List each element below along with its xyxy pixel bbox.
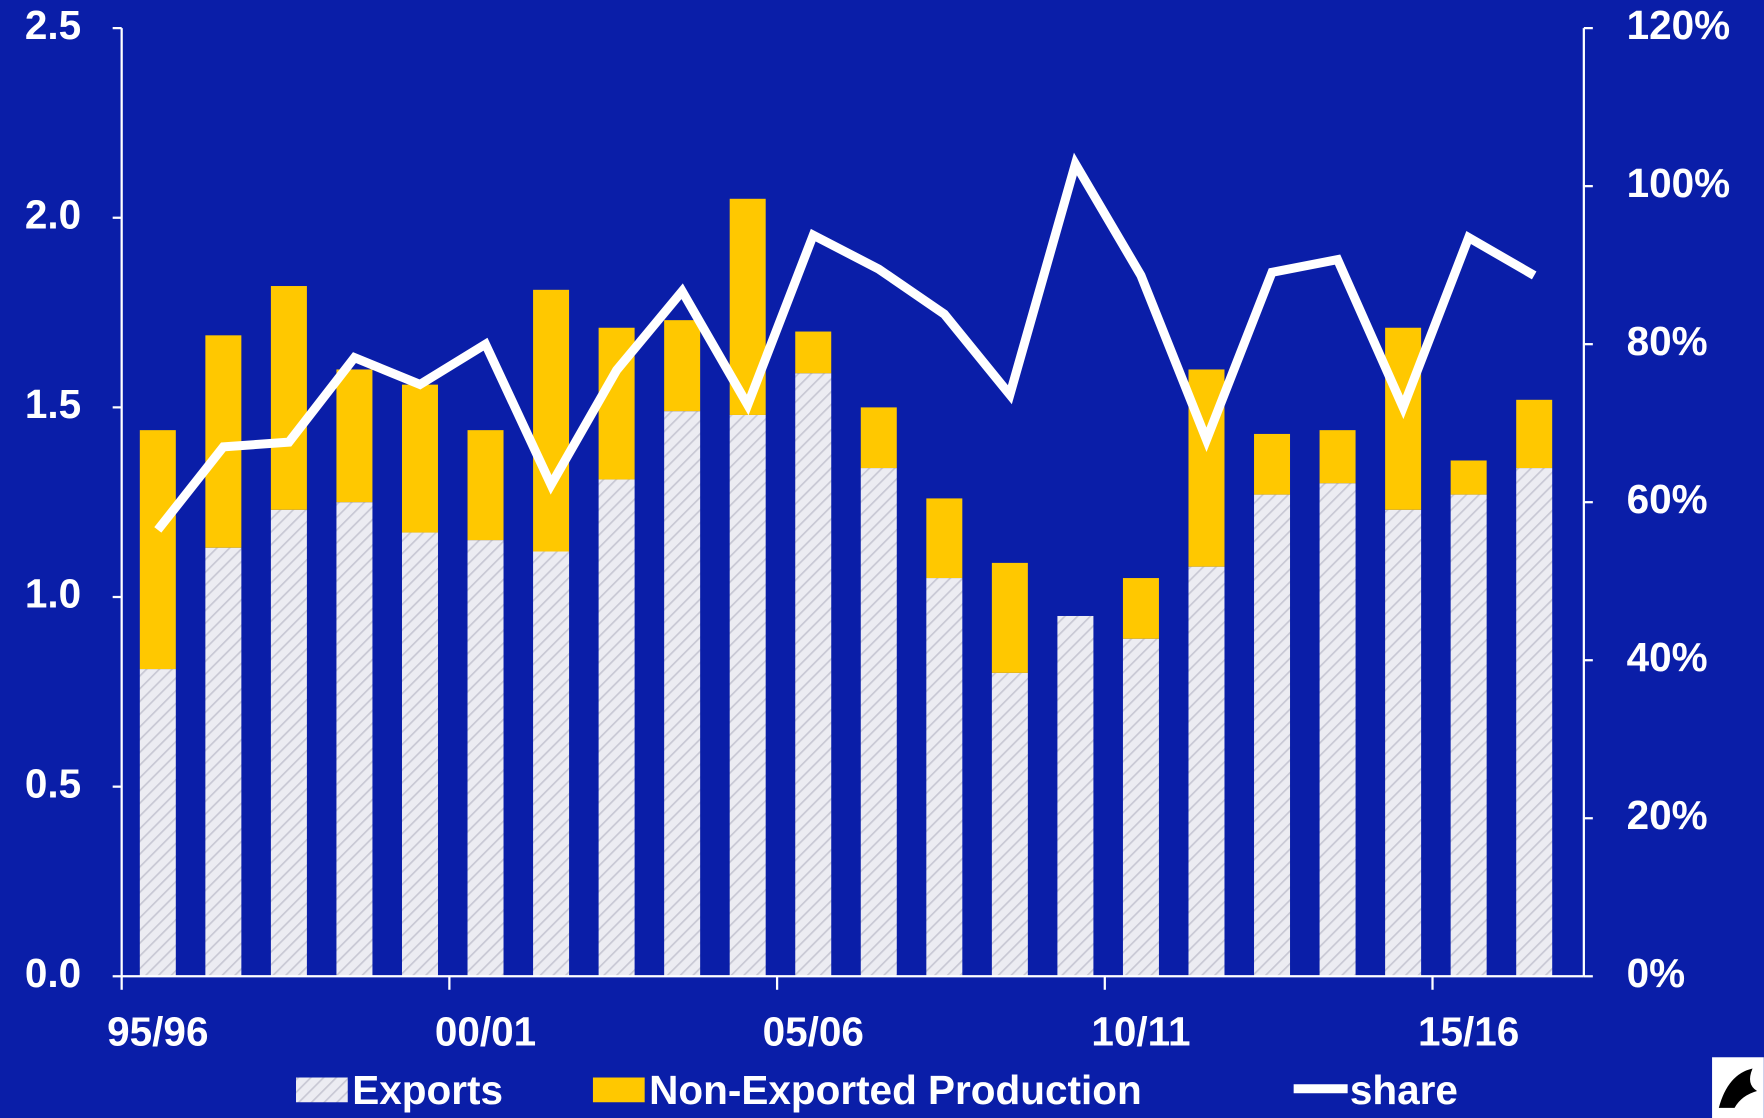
bar [336, 369, 373, 503]
bar [467, 540, 504, 977]
bar [1254, 494, 1291, 977]
bar [1057, 615, 1094, 977]
legend-label: Exports [352, 1067, 503, 1113]
bar [1516, 468, 1553, 977]
y-tick-label: 0.5 [25, 760, 81, 806]
bar [926, 498, 963, 579]
bar [860, 468, 897, 977]
x-tick-label: 15/16 [1418, 1008, 1519, 1054]
bar [533, 551, 570, 977]
bar [336, 502, 373, 977]
bar [1122, 578, 1159, 639]
bar [270, 509, 307, 977]
bar [1385, 327, 1422, 510]
logo [1712, 1057, 1764, 1118]
y2-tick-label: 100% [1627, 160, 1731, 206]
y2-tick-label: 40% [1627, 634, 1708, 680]
bar [401, 532, 438, 977]
x-tick-label: 95/96 [107, 1008, 208, 1054]
x-tick-label: 00/01 [435, 1008, 536, 1054]
legend-swatch [592, 1077, 645, 1103]
bar [991, 672, 1028, 977]
bar [664, 411, 701, 977]
bar [139, 669, 176, 977]
bar [991, 562, 1028, 673]
legend-swatch [296, 1077, 348, 1103]
y2-tick-label: 120% [1627, 2, 1731, 48]
bar [1122, 638, 1159, 977]
bar [1254, 433, 1291, 495]
bar [860, 407, 897, 469]
legend-label: share [1350, 1067, 1458, 1113]
bar [664, 320, 701, 412]
bar [598, 479, 635, 977]
y2-tick-label: 20% [1627, 792, 1708, 838]
bar [1319, 430, 1356, 484]
x-tick-label: 10/11 [1091, 1008, 1190, 1054]
y-tick-label: 2.5 [25, 2, 81, 48]
bar [467, 430, 504, 541]
bar [729, 414, 766, 977]
bar [1450, 460, 1487, 495]
bar [795, 331, 832, 374]
line-series [154, 152, 1537, 533]
bar [1385, 509, 1422, 977]
bar [139, 430, 176, 670]
y-tick-label: 0.0 [25, 950, 81, 996]
bar [1188, 566, 1225, 977]
legend-label: Non-Exported Production [649, 1067, 1142, 1113]
bar [1516, 399, 1553, 469]
bar [270, 286, 307, 510]
bar [795, 373, 832, 977]
bar [926, 578, 963, 977]
bar [1319, 483, 1356, 977]
y-tick-label: 2.0 [25, 191, 81, 237]
y2-tick-label: 0% [1627, 950, 1686, 996]
bar [401, 384, 438, 533]
y-tick-label: 1.0 [25, 571, 81, 617]
y-tick-label: 1.5 [25, 381, 81, 427]
y2-tick-label: 60% [1627, 476, 1708, 522]
x-tick-label: 05/06 [763, 1008, 864, 1054]
bar [1450, 494, 1487, 977]
bar [533, 289, 570, 552]
y2-tick-label: 80% [1627, 318, 1708, 364]
bar [205, 547, 242, 977]
